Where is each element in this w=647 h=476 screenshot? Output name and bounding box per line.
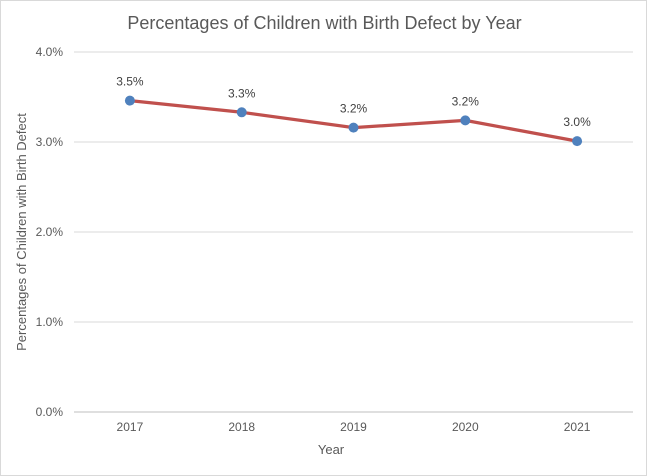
- data-point-label: 3.0%: [563, 115, 591, 129]
- data-point-marker: [236, 107, 247, 118]
- data-point-label: 3.2%: [340, 102, 368, 116]
- data-point-label: 3.3%: [228, 86, 256, 100]
- y-tick-label: 1.0%: [36, 315, 64, 329]
- gridlines-group: 0.0% 1.0% 2.0% 3.0% 4.0% 2017 2018 2019 2020 2021: [36, 45, 633, 434]
- y-tick-label: 2.0%: [36, 225, 64, 239]
- x-tick-label: 2019: [340, 420, 367, 434]
- x-tick-label: 2017: [117, 420, 144, 434]
- chart-title: Percentages of Children with Birth Defec…: [127, 13, 521, 33]
- y-tick-label: 4.0%: [36, 45, 64, 59]
- data-point-marker: [572, 136, 583, 147]
- x-tick-label: 2018: [228, 420, 255, 434]
- data-point-label: 3.2%: [452, 94, 480, 108]
- data-labels-group: 3.5% 3.3% 3.2% 3.2% 3.0%: [116, 75, 591, 130]
- x-tick-label: 2021: [564, 420, 591, 434]
- data-point-marker: [124, 95, 135, 106]
- x-axis-title: Year: [318, 442, 345, 457]
- x-tick-label: 2020: [452, 420, 479, 434]
- y-axis-title: Percentages of Children with Birth Defec…: [14, 113, 29, 351]
- y-tick-label: 3.0%: [36, 135, 64, 149]
- data-point-label: 3.5%: [116, 75, 144, 89]
- data-point-marker: [348, 122, 359, 133]
- data-point-marker: [460, 115, 471, 126]
- series-group: [124, 95, 583, 147]
- y-tick-label: 0.0%: [36, 405, 64, 419]
